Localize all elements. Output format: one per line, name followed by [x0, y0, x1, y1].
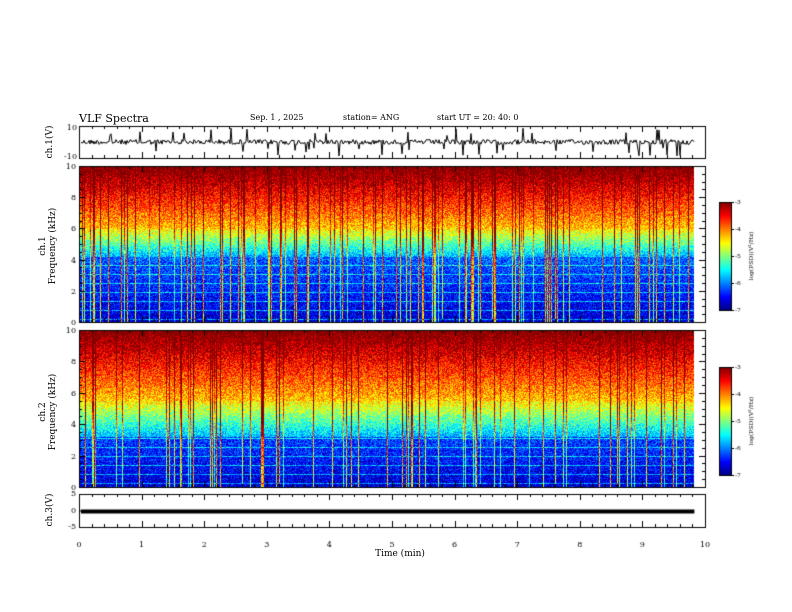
ch1-frequency-ylabel: ch.1 Frequency (kHz): [38, 207, 58, 285]
start-time-label: start UT = 20: 40: 0: [437, 113, 519, 122]
ch3-voltage-ylabel: ch.3(V): [45, 493, 55, 527]
time-axis-label: Time (min): [375, 549, 425, 559]
ch2-frequency-ylabel: ch.2 Frequency (kHz): [38, 373, 58, 451]
date-label: Sep. 1 , 2025: [250, 113, 304, 122]
ch1-voltage-ylabel: ch.1(V): [45, 125, 55, 159]
station-label: station= ANG: [343, 113, 400, 122]
chart-title: VLF Spectra: [79, 112, 149, 125]
